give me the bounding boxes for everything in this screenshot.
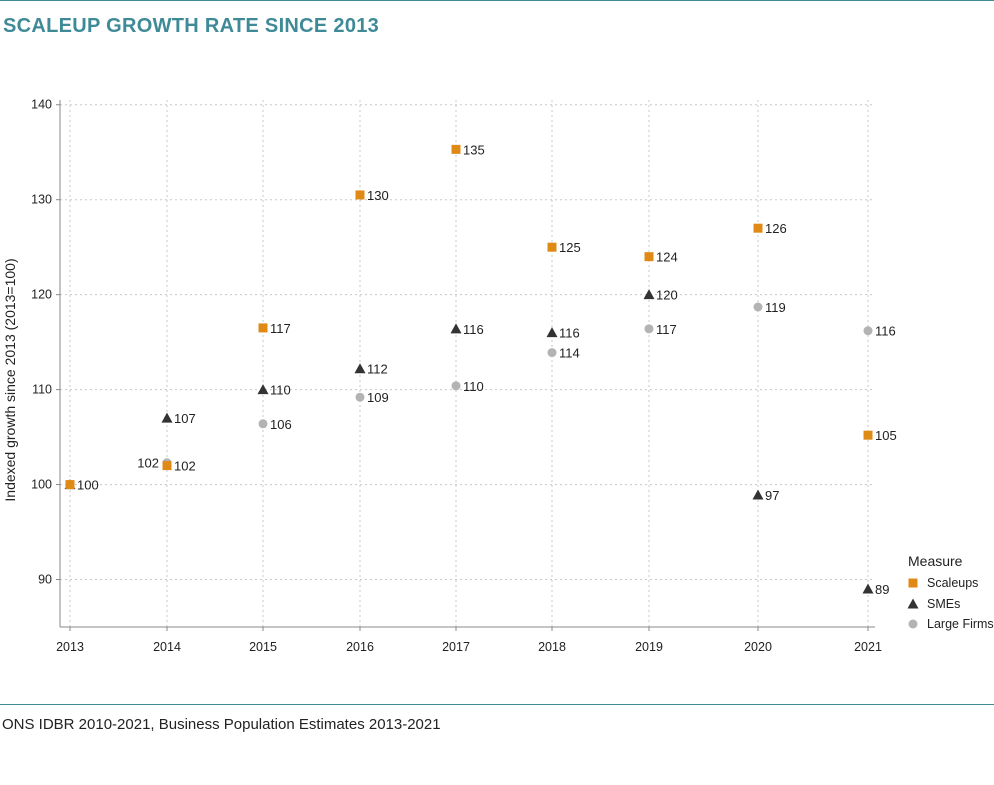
smes-data-label: 107 [174,411,196,426]
smes-data-label: 89 [875,582,889,597]
legend-marker-large-firms [908,619,918,629]
x-tick-label: 2019 [635,640,663,654]
y-axis-title: Indexed growth since 2013 (2013=100) [2,258,18,501]
smes-data-label: 116 [559,326,580,341]
large-firms-point [644,324,654,334]
scaleups-point [547,242,557,252]
legend-label-scaleups: Scaleups [927,576,978,590]
scaleups-data-label: 105 [875,428,897,443]
smes-point [546,327,558,338]
smes-point [257,384,269,395]
large-firms-data-label: 114 [559,346,580,361]
x-tick-label: 2021 [854,640,882,654]
scaleups-point [355,190,365,200]
x-tick-label: 2018 [538,640,566,654]
scatter-chart: 90 100 110 120 130 140 2013 2014 2015 2016 2017 201… [2,98,994,654]
scaleups-point [863,430,873,440]
x-tick-label: 2020 [744,640,772,654]
x-tick-label: 2013 [56,640,84,654]
large-firms-point [355,392,365,402]
scaleups-point [65,480,75,490]
legend-title: Measure [908,553,963,569]
large-firms-data-label: 116 [875,324,896,339]
smes-point [643,289,655,300]
large-firms-data-label: 110 [463,379,484,394]
chart-title: SCALEUP GROWTH RATE SINCE 2013 [3,15,380,37]
scaleups-point [753,223,763,233]
y-tick-label: 120 [31,288,52,302]
x-tick-label: 2016 [346,640,374,654]
large-firms-point [451,381,461,391]
x-tick-label: 2014 [153,640,181,654]
scaleups-data-label: 102 [174,459,196,474]
scaleups-data-label: 130 [367,188,389,203]
legend-marker-smes [907,598,919,609]
large-firms-point [753,302,763,312]
smes-data-label: 97 [765,488,779,503]
x-tick-label: 2017 [442,640,470,654]
smes-data-label: 110 [270,383,291,398]
scaleups-data-label: 124 [656,250,678,265]
scaleups-data-label: 117 [270,321,291,336]
y-tick-label: 90 [38,573,52,587]
smes-point [752,489,764,500]
large-firms-point [863,326,873,336]
large-firms-point [547,348,557,358]
smes-data-label: 112 [367,362,388,377]
x-tick-label: 2015 [249,640,277,654]
y-tick-label: 100 [31,478,52,492]
source-note: ONS IDBR 2010-2021, Business Population … [2,716,441,733]
smes-data-label: 120 [656,288,678,303]
top-rule [0,0,994,1]
y-tick-label: 140 [31,98,52,112]
scaleups-point [162,461,172,471]
scaleups-data-label: 125 [559,240,581,255]
y-tick-label: 110 [32,383,52,397]
legend-label-large-firms: Large Firms [927,617,994,631]
scaleups-data-label: 135 [463,142,485,157]
large-firms-point [258,419,268,429]
large-firms-data-label: 102 [137,456,159,471]
smes-point [161,412,173,423]
smes-data-label: 100 [77,478,99,493]
scaleups-data-label: 126 [765,221,787,236]
smes-point [354,363,366,374]
large-firms-data-label: 119 [765,300,786,315]
bottom-rule [0,704,994,705]
large-firms-data-label: 117 [656,322,677,337]
scaleups-point [258,323,268,333]
smes-data-label: 116 [463,322,484,337]
smes-point [862,583,874,594]
scaleups-point [644,252,654,262]
legend-label-smes: SMEs [927,597,960,611]
scaleups-point [451,144,461,154]
large-firms-data-label: 109 [367,390,389,405]
large-firms-data-label: 106 [270,417,292,432]
y-tick-label: 130 [31,193,52,207]
legend-marker-scaleups [908,578,918,588]
smes-point [450,323,462,334]
